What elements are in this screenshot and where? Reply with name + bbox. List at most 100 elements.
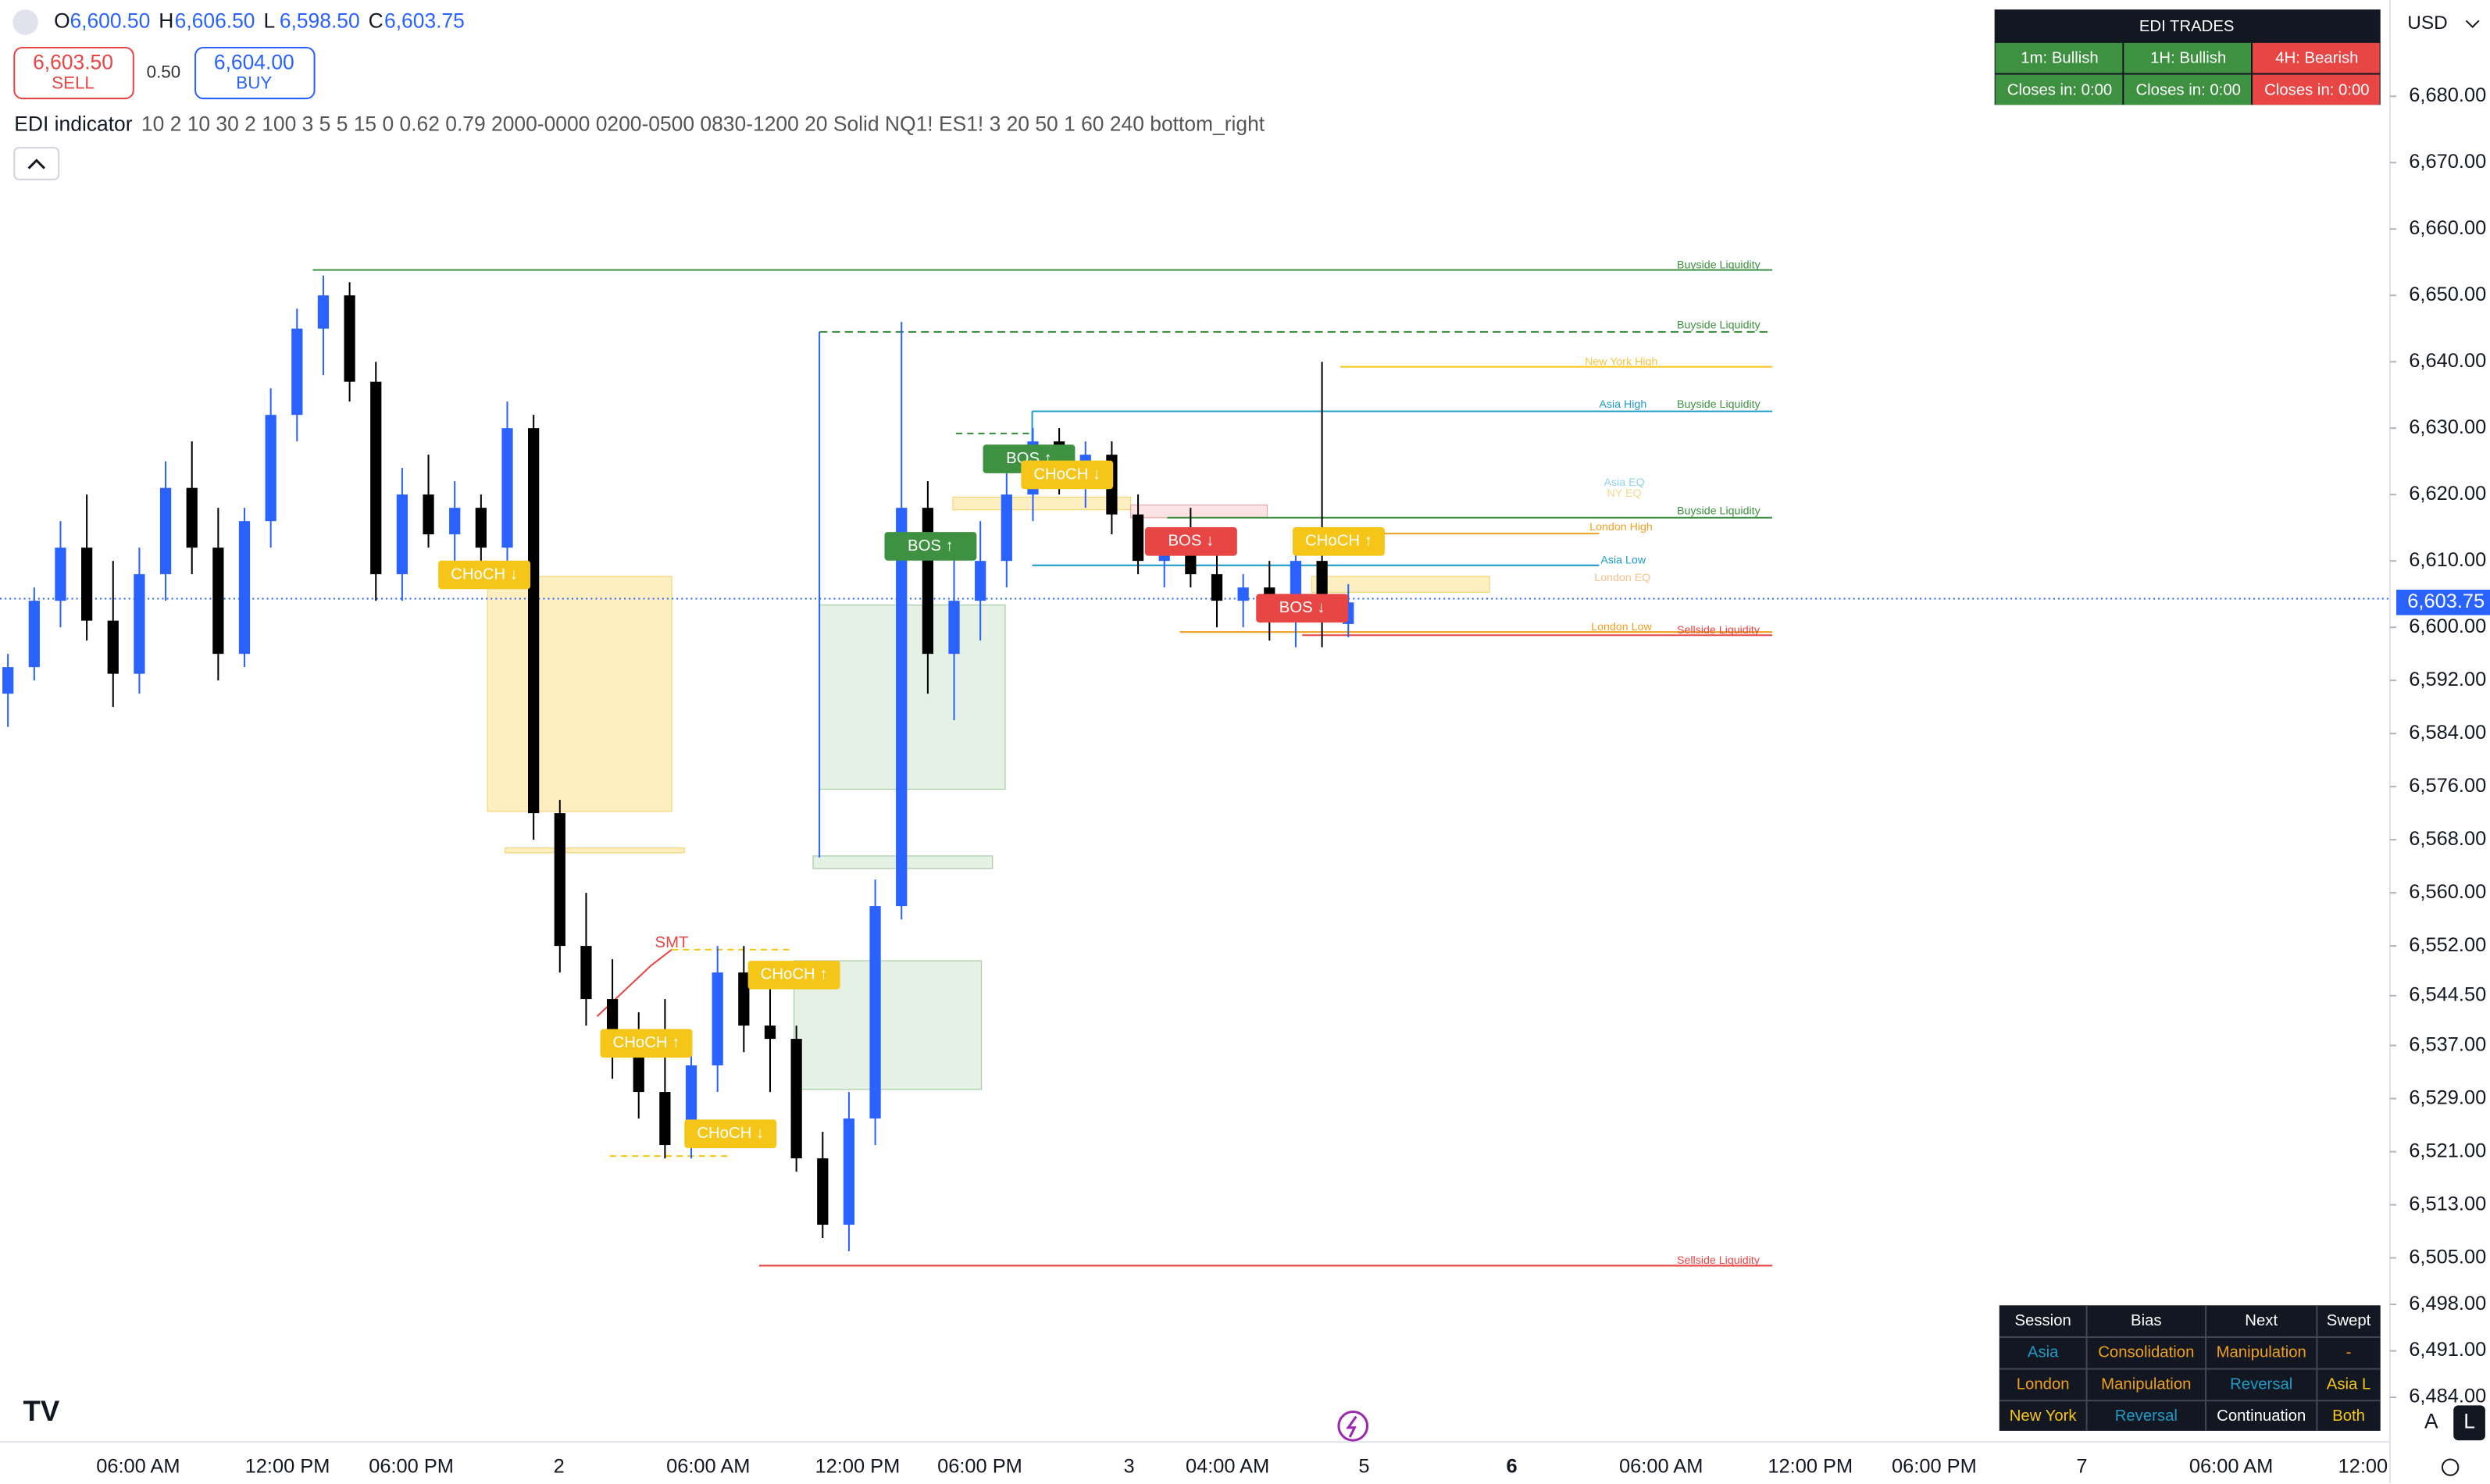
- session-cell: Reversal: [2115, 1407, 2178, 1425]
- x-tick-label: 12:00 PM: [245, 1455, 330, 1477]
- x-tick-label: 06:00 PM: [937, 1455, 1022, 1477]
- collapse-button[interactable]: [13, 147, 60, 180]
- signal-label: CHoCH ↑: [613, 1034, 680, 1051]
- y-tick-label: 6,610.00: [2409, 549, 2486, 571]
- ohlc-value: 6,603.75: [384, 9, 465, 32]
- menu-icon[interactable]: [12, 9, 38, 35]
- candle-body: [922, 508, 933, 655]
- session-cell: London: [2017, 1375, 2070, 1393]
- candle-body: [501, 428, 513, 548]
- candle-body: [2, 667, 14, 694]
- candle-body: [1237, 587, 1249, 601]
- x-tick-label: 6: [1507, 1455, 1518, 1477]
- y-tick-label: 6,513.00: [2409, 1193, 2486, 1215]
- x-tick-label: 06:00 AM: [2189, 1455, 2273, 1477]
- y-tick-label: 6,576.00: [2409, 775, 2486, 797]
- signal-label: CHoCH ↑: [1305, 533, 1372, 550]
- y-tick-label: 6,544.50: [2409, 984, 2486, 1006]
- y-tick-label: 6,552.00: [2409, 934, 2486, 956]
- candle-body: [265, 415, 276, 522]
- sell-button[interactable]: [13, 46, 134, 100]
- trades-cell-text: 4H: Bearish: [2275, 50, 2358, 67]
- signal-tag: [1256, 594, 1349, 623]
- candle-body: [238, 521, 251, 655]
- currency[interactable]: USD: [2407, 12, 2447, 34]
- y-tick-label: 6,670.00: [2409, 151, 2486, 173]
- ohlc-key: L: [264, 9, 276, 32]
- level-label: NY EQ: [1607, 487, 1642, 500]
- x-tick-label: 7: [2076, 1455, 2087, 1477]
- sell-price: 6,603.50: [33, 50, 113, 73]
- level-label: London High: [1589, 521, 1653, 533]
- ohlc-key: O: [54, 9, 70, 32]
- trades-cell: [1995, 74, 2123, 105]
- x-tick-label: 06:00 AM: [1619, 1455, 1703, 1477]
- candle-body: [449, 508, 461, 535]
- x-tick-label: 5: [1358, 1455, 1369, 1477]
- last-price-label: 6,603.75: [2407, 590, 2485, 612]
- trades-cell: [2253, 42, 2380, 73]
- session-header: Bias: [2131, 1312, 2162, 1329]
- signal-label: BOS ↓: [1168, 533, 1214, 550]
- candle-body: [896, 508, 908, 907]
- session-cell: Reversal: [2230, 1375, 2292, 1393]
- signal-tag: [747, 961, 840, 990]
- y-tick-label: 6,630.00: [2409, 416, 2486, 438]
- logo: TV: [23, 1395, 59, 1427]
- x-tick-label: 3: [1124, 1455, 1135, 1477]
- candle-body: [738, 972, 750, 1026]
- y-tick-label: 6,484.00: [2409, 1386, 2486, 1407]
- zone-box: [1130, 504, 1268, 519]
- y-tick-label: 6,568.00: [2409, 828, 2486, 850]
- currency-caret: [2465, 20, 2480, 29]
- candle-body: [1001, 494, 1012, 562]
- level-label: Buyside Liquidity: [1677, 398, 1761, 411]
- level-label: Asia EQ: [1604, 476, 1644, 489]
- y-tick-label: 6,660.00: [2409, 217, 2486, 239]
- x-tick-label: 06:00 AM: [666, 1455, 750, 1477]
- trades-cell-text: 1m: Bullish: [2021, 50, 2098, 67]
- y-tick-label: 6,505.00: [2409, 1246, 2486, 1268]
- candle-body: [869, 906, 881, 1119]
- sell-label: SELL: [52, 73, 95, 93]
- indicator-params: 10 2 10 30 2 100 3 5 5 15 0 0.62 0.79 20…: [141, 112, 1265, 136]
- log-scale-button[interactable]: [2453, 1405, 2485, 1441]
- candle-body: [159, 487, 172, 575]
- x-tick-label: 2: [554, 1455, 565, 1477]
- buy-label: BUY: [236, 73, 272, 93]
- candle-body: [317, 295, 330, 329]
- y-tick-label: 6,537.00: [2409, 1033, 2486, 1055]
- candle-body: [55, 548, 66, 601]
- candle-body: [1132, 514, 1144, 562]
- candle-body: [764, 1026, 776, 1040]
- level-label: Buyside Liquidity: [1677, 319, 1761, 332]
- y-tick-label: 6,560.00: [2409, 881, 2486, 903]
- session-header: Session: [2015, 1312, 2071, 1329]
- buy-button[interactable]: [194, 46, 316, 100]
- y-tick-label: 6,498.00: [2409, 1293, 2486, 1315]
- candle-body: [396, 494, 408, 575]
- candle-body: [528, 428, 540, 814]
- session-cell: Asia: [2028, 1344, 2059, 1361]
- signal-label: CHoCH ↑: [761, 966, 828, 983]
- signal-label: BOS ↓: [1279, 599, 1325, 616]
- candle-body: [28, 601, 40, 668]
- ohlc-value: 6,600.50: [70, 9, 150, 32]
- signal-tag: [1144, 527, 1237, 556]
- settings-icon[interactable]: [2441, 1458, 2460, 1476]
- smt-label: SMT: [655, 934, 689, 951]
- lightning-icon[interactable]: [1337, 1410, 1369, 1442]
- auto-scale[interactable]: A: [2424, 1410, 2438, 1433]
- log-scale: L: [2463, 1410, 2475, 1433]
- zone-box: [952, 496, 1132, 511]
- candle-body: [186, 487, 198, 548]
- level-label: London EQ: [1594, 572, 1650, 584]
- signal-tag: [600, 1029, 693, 1058]
- y-tick-label: 6,640.00: [2409, 350, 2486, 372]
- level-label: Asia Low: [1600, 554, 1646, 566]
- x-tick-label: 04:00 AM: [1186, 1455, 1269, 1477]
- level-line: [650, 949, 672, 966]
- y-tick-label: 6,620.00: [2409, 483, 2486, 505]
- trades-cell: [2253, 74, 2380, 105]
